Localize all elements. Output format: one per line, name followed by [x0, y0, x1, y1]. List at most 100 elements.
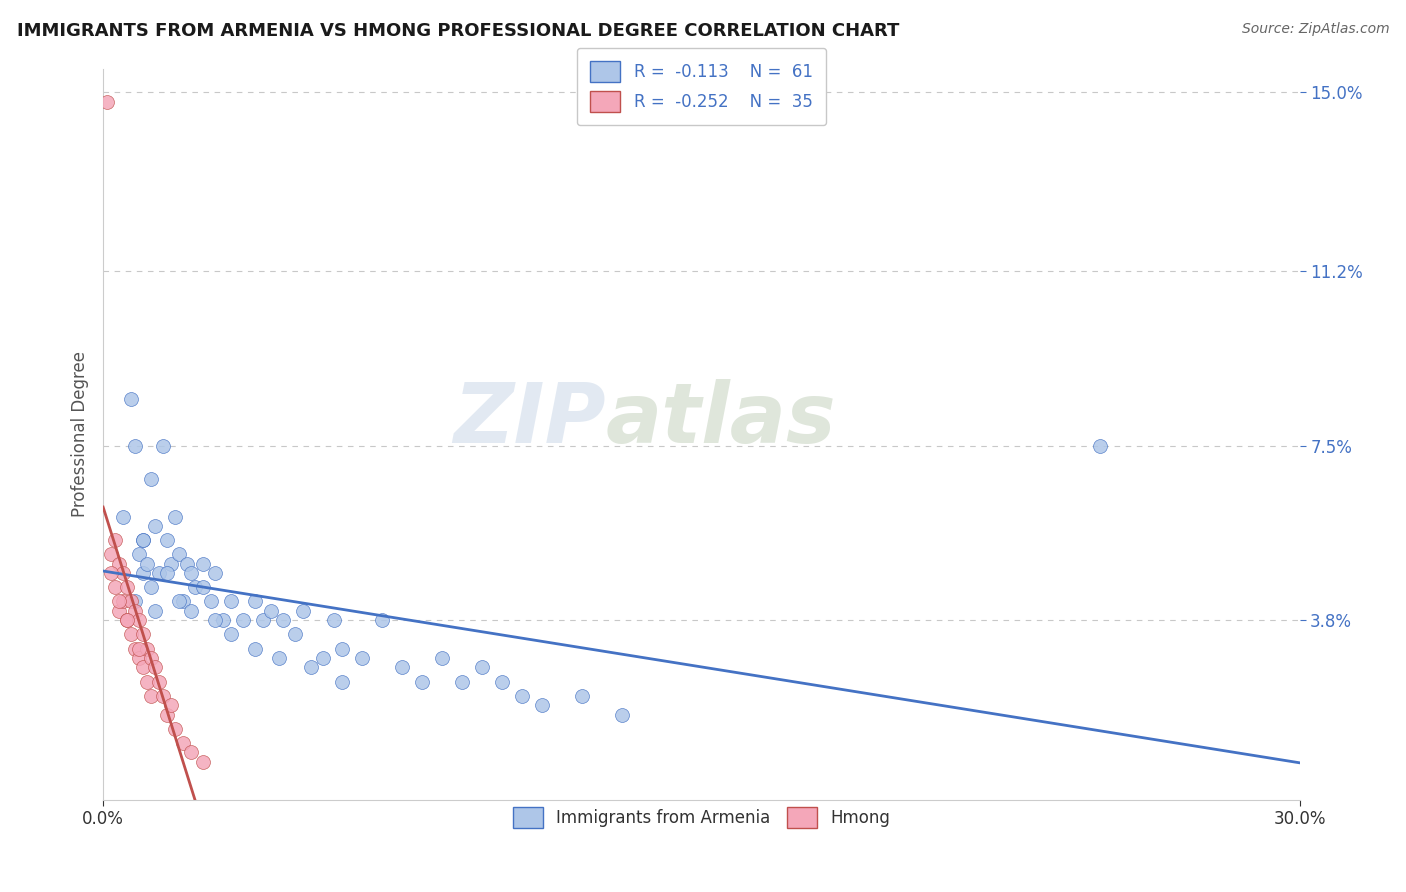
- Point: [128, 613, 150, 627]
- Point: [451, 674, 474, 689]
- Point: [491, 674, 513, 689]
- Point: [156, 566, 179, 581]
- Point: [571, 689, 593, 703]
- Point: [143, 519, 166, 533]
- Point: [128, 547, 150, 561]
- Point: [1090, 439, 1112, 453]
- Point: [299, 660, 322, 674]
- Point: [172, 736, 194, 750]
- Point: [219, 627, 242, 641]
- Point: [243, 594, 266, 608]
- Point: [167, 594, 190, 608]
- Point: [291, 604, 314, 618]
- Text: IMMIGRANTS FROM ARMENIA VS HMONG PROFESSIONAL DEGREE CORRELATION CHART: IMMIGRANTS FROM ARMENIA VS HMONG PROFESS…: [17, 22, 900, 40]
- Point: [284, 627, 307, 641]
- Point: [139, 689, 162, 703]
- Point: [112, 509, 135, 524]
- Point: [120, 594, 142, 608]
- Point: [152, 439, 174, 453]
- Point: [510, 689, 533, 703]
- Point: [108, 557, 131, 571]
- Point: [139, 580, 162, 594]
- Point: [163, 509, 186, 524]
- Point: [139, 472, 162, 486]
- Point: [124, 594, 146, 608]
- Point: [211, 613, 233, 627]
- Point: [132, 533, 155, 548]
- Point: [332, 674, 354, 689]
- Point: [391, 660, 413, 674]
- Point: [180, 566, 202, 581]
- Point: [136, 674, 159, 689]
- Point: [124, 641, 146, 656]
- Point: [96, 95, 118, 109]
- Point: [143, 660, 166, 674]
- Point: [184, 580, 207, 594]
- Point: [132, 660, 155, 674]
- Legend: Immigrants from Armenia, Hmong: Immigrants from Armenia, Hmong: [506, 800, 897, 835]
- Point: [132, 566, 155, 581]
- Point: [115, 580, 138, 594]
- Point: [160, 698, 183, 713]
- Point: [139, 651, 162, 665]
- Point: [132, 533, 155, 548]
- Point: [176, 557, 198, 571]
- Point: [143, 604, 166, 618]
- Point: [311, 651, 333, 665]
- Point: [371, 613, 394, 627]
- Point: [191, 755, 214, 769]
- Point: [104, 533, 127, 548]
- Point: [128, 641, 150, 656]
- Point: [163, 722, 186, 736]
- Point: [115, 613, 138, 627]
- Point: [267, 651, 290, 665]
- Point: [100, 547, 122, 561]
- Point: [411, 674, 433, 689]
- Y-axis label: Professional Degree: Professional Degree: [72, 351, 89, 517]
- Point: [352, 651, 374, 665]
- Point: [136, 557, 159, 571]
- Point: [148, 674, 170, 689]
- Point: [332, 641, 354, 656]
- Point: [219, 594, 242, 608]
- Text: ZIP: ZIP: [453, 379, 606, 460]
- Point: [104, 580, 127, 594]
- Point: [232, 613, 254, 627]
- Point: [204, 566, 226, 581]
- Point: [243, 641, 266, 656]
- Point: [156, 707, 179, 722]
- Point: [271, 613, 294, 627]
- Point: [100, 566, 122, 581]
- Point: [252, 613, 274, 627]
- Point: [323, 613, 346, 627]
- Point: [115, 613, 138, 627]
- Point: [128, 651, 150, 665]
- Point: [180, 604, 202, 618]
- Point: [471, 660, 494, 674]
- Point: [120, 627, 142, 641]
- Point: [610, 707, 633, 722]
- Point: [156, 533, 179, 548]
- Point: [108, 604, 131, 618]
- Point: [108, 594, 131, 608]
- Point: [112, 594, 135, 608]
- Point: [204, 613, 226, 627]
- Point: [120, 392, 142, 406]
- Point: [124, 604, 146, 618]
- Point: [167, 547, 190, 561]
- Point: [191, 580, 214, 594]
- Point: [200, 594, 222, 608]
- Point: [124, 439, 146, 453]
- Point: [136, 641, 159, 656]
- Point: [132, 627, 155, 641]
- Point: [152, 689, 174, 703]
- Point: [180, 745, 202, 759]
- Text: Source: ZipAtlas.com: Source: ZipAtlas.com: [1241, 22, 1389, 37]
- Point: [259, 604, 281, 618]
- Point: [112, 566, 135, 581]
- Point: [160, 557, 183, 571]
- Point: [148, 566, 170, 581]
- Point: [191, 557, 214, 571]
- Text: atlas: atlas: [606, 379, 837, 460]
- Point: [172, 594, 194, 608]
